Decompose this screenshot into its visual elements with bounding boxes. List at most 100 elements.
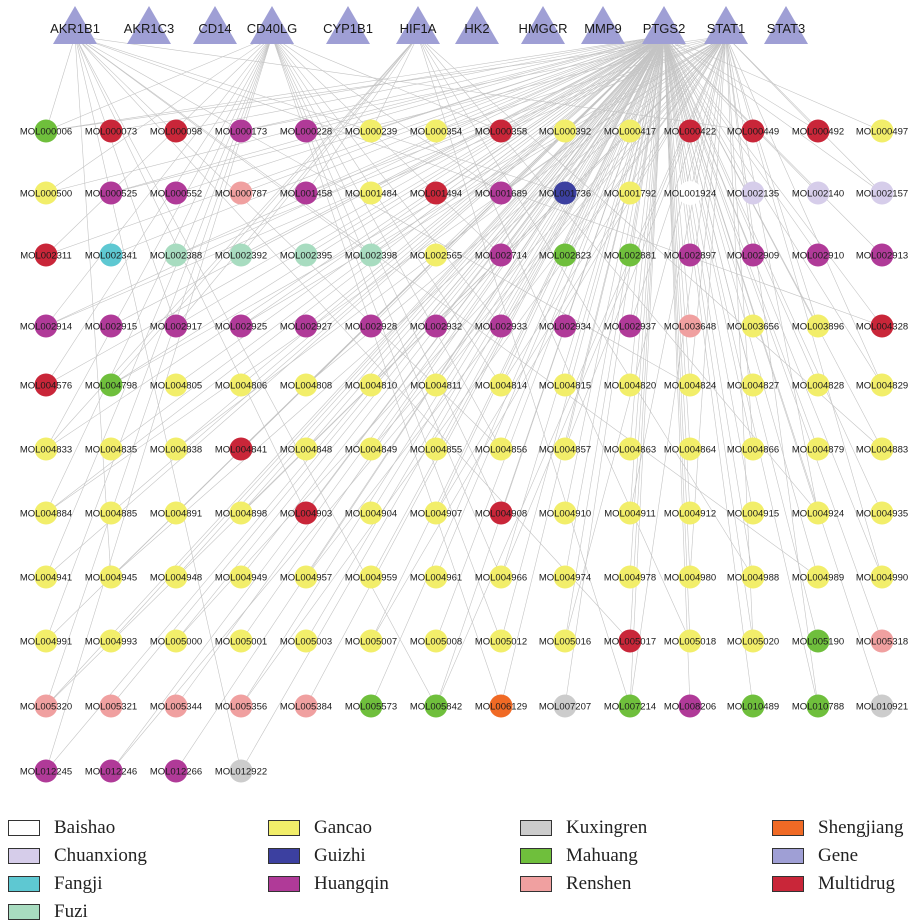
compound-node[interactable] <box>294 629 318 653</box>
compound-node[interactable] <box>870 119 894 143</box>
compound-node[interactable] <box>229 181 253 205</box>
compound-node[interactable] <box>99 119 123 143</box>
compound-node[interactable] <box>618 181 642 205</box>
compound-node[interactable] <box>678 119 702 143</box>
compound-node[interactable] <box>229 501 253 525</box>
compound-node[interactable] <box>164 565 188 589</box>
compound-node[interactable] <box>489 181 513 205</box>
compound-node[interactable] <box>229 373 253 397</box>
compound-node[interactable] <box>294 501 318 525</box>
compound-node[interactable] <box>489 694 513 718</box>
compound-node[interactable] <box>359 119 383 143</box>
gene-node[interactable] <box>521 6 565 44</box>
gene-node[interactable] <box>53 6 97 44</box>
compound-node[interactable] <box>678 629 702 653</box>
compound-node[interactable] <box>424 437 448 461</box>
gene-node[interactable] <box>455 6 499 44</box>
compound-node[interactable] <box>34 243 58 267</box>
compound-node[interactable] <box>229 314 253 338</box>
gene-node[interactable] <box>127 6 171 44</box>
compound-node[interactable] <box>618 314 642 338</box>
compound-node[interactable] <box>359 501 383 525</box>
compound-node[interactable] <box>34 759 58 783</box>
compound-node[interactable] <box>229 629 253 653</box>
compound-node[interactable] <box>870 694 894 718</box>
compound-node[interactable] <box>678 373 702 397</box>
compound-node[interactable] <box>741 314 765 338</box>
compound-node[interactable] <box>870 437 894 461</box>
compound-node[interactable] <box>294 565 318 589</box>
compound-node[interactable] <box>870 243 894 267</box>
compound-node[interactable] <box>678 181 702 205</box>
gene-node[interactable] <box>193 6 237 44</box>
compound-node[interactable] <box>424 501 448 525</box>
compound-node[interactable] <box>359 694 383 718</box>
compound-node[interactable] <box>99 565 123 589</box>
compound-node[interactable] <box>34 181 58 205</box>
compound-node[interactable] <box>618 243 642 267</box>
compound-node[interactable] <box>678 437 702 461</box>
compound-node[interactable] <box>489 373 513 397</box>
compound-node[interactable] <box>164 694 188 718</box>
compound-node[interactable] <box>489 565 513 589</box>
compound-node[interactable] <box>741 437 765 461</box>
compound-node[interactable] <box>99 437 123 461</box>
compound-node[interactable] <box>870 565 894 589</box>
compound-node[interactable] <box>164 314 188 338</box>
compound-node[interactable] <box>618 565 642 589</box>
compound-node[interactable] <box>359 181 383 205</box>
compound-node[interactable] <box>229 437 253 461</box>
compound-node[interactable] <box>553 501 577 525</box>
gene-node[interactable] <box>581 6 625 44</box>
compound-node[interactable] <box>164 119 188 143</box>
compound-node[interactable] <box>424 119 448 143</box>
compound-node[interactable] <box>806 181 830 205</box>
compound-node[interactable] <box>489 629 513 653</box>
compound-node[interactable] <box>489 243 513 267</box>
compound-node[interactable] <box>424 629 448 653</box>
compound-node[interactable] <box>678 243 702 267</box>
compound-node[interactable] <box>424 694 448 718</box>
compound-node[interactable] <box>229 565 253 589</box>
compound-node[interactable] <box>870 373 894 397</box>
compound-node[interactable] <box>618 119 642 143</box>
compound-node[interactable] <box>229 759 253 783</box>
compound-node[interactable] <box>489 501 513 525</box>
gene-node[interactable] <box>326 6 370 44</box>
compound-node[interactable] <box>741 629 765 653</box>
compound-node[interactable] <box>99 759 123 783</box>
compound-node[interactable] <box>164 501 188 525</box>
compound-node[interactable] <box>34 314 58 338</box>
compound-node[interactable] <box>294 694 318 718</box>
compound-node[interactable] <box>424 373 448 397</box>
compound-node[interactable] <box>99 314 123 338</box>
compound-node[interactable] <box>489 314 513 338</box>
compound-node[interactable] <box>99 694 123 718</box>
compound-node[interactable] <box>870 629 894 653</box>
compound-node[interactable] <box>34 694 58 718</box>
compound-node[interactable] <box>553 119 577 143</box>
compound-node[interactable] <box>618 694 642 718</box>
compound-node[interactable] <box>553 373 577 397</box>
compound-node[interactable] <box>806 314 830 338</box>
compound-node[interactable] <box>34 373 58 397</box>
compound-node[interactable] <box>806 119 830 143</box>
compound-node[interactable] <box>741 373 765 397</box>
gene-node[interactable] <box>642 6 686 44</box>
compound-node[interactable] <box>164 629 188 653</box>
compound-node[interactable] <box>553 629 577 653</box>
compound-node[interactable] <box>806 373 830 397</box>
compound-node[interactable] <box>34 119 58 143</box>
compound-node[interactable] <box>678 565 702 589</box>
gene-node[interactable] <box>704 6 748 44</box>
compound-node[interactable] <box>164 181 188 205</box>
compound-node[interactable] <box>806 501 830 525</box>
compound-node[interactable] <box>99 243 123 267</box>
compound-node[interactable] <box>424 181 448 205</box>
compound-node[interactable] <box>229 243 253 267</box>
compound-node[interactable] <box>678 314 702 338</box>
compound-node[interactable] <box>359 314 383 338</box>
compound-node[interactable] <box>806 565 830 589</box>
compound-node[interactable] <box>741 243 765 267</box>
compound-node[interactable] <box>34 437 58 461</box>
